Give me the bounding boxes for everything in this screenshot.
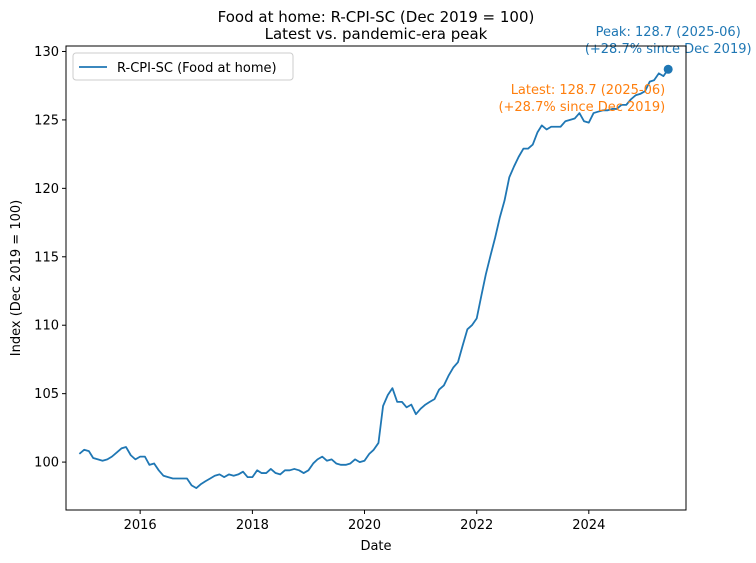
plot-frame xyxy=(65,45,687,511)
legend-box xyxy=(72,52,294,81)
y-tick-label: 105 xyxy=(34,387,59,402)
x-axis-ticks: 2016 2018 2020 2022 2024 xyxy=(124,510,605,533)
peak-marker xyxy=(663,64,673,74)
y-tick-label: 110 xyxy=(34,319,59,334)
series-line-food-at-home xyxy=(78,68,669,490)
y-tick-label: 100 xyxy=(34,456,59,471)
latest-annotation-text: Latest: 128.7 (2025-06) xyxy=(511,83,666,98)
x-tick-label: 2022 xyxy=(460,518,493,533)
x-tick-label: 2020 xyxy=(348,518,381,533)
y-tick-label: 130 xyxy=(34,45,59,60)
y-tick-label: 125 xyxy=(34,113,59,128)
peak-annotation-text: (+28.7% since Dec 2019) xyxy=(585,42,752,57)
latest-annotation-text: (+28.7% since Dec 2019) xyxy=(498,100,665,115)
x-tick-label: 2024 xyxy=(572,518,605,533)
chart-subtitle: Latest vs. pandemic-era peak xyxy=(265,25,488,43)
peak-annotation-text: Peak: 128.7 (2025-06) xyxy=(596,25,741,40)
y-tick-label: 120 xyxy=(34,182,59,197)
plot-area xyxy=(66,46,686,510)
x-tick-label: 2018 xyxy=(236,518,269,533)
y-axis-label: Index (Dec 2019 = 100) xyxy=(9,200,24,356)
x-axis-label: Date xyxy=(360,539,391,554)
legend-entry-label: R-CPI-SC (Food at home) xyxy=(117,61,277,76)
y-tick-label: 115 xyxy=(34,250,59,265)
x-tick-label: 2016 xyxy=(124,518,157,533)
y-axis-ticks: 100 105 110 115 120 125 130 xyxy=(34,45,66,471)
legend: R-CPI-SC (Food at home) xyxy=(72,52,294,81)
chart-title: Food at home: R-CPI-SC (Dec 2019 = 100) xyxy=(218,8,535,26)
